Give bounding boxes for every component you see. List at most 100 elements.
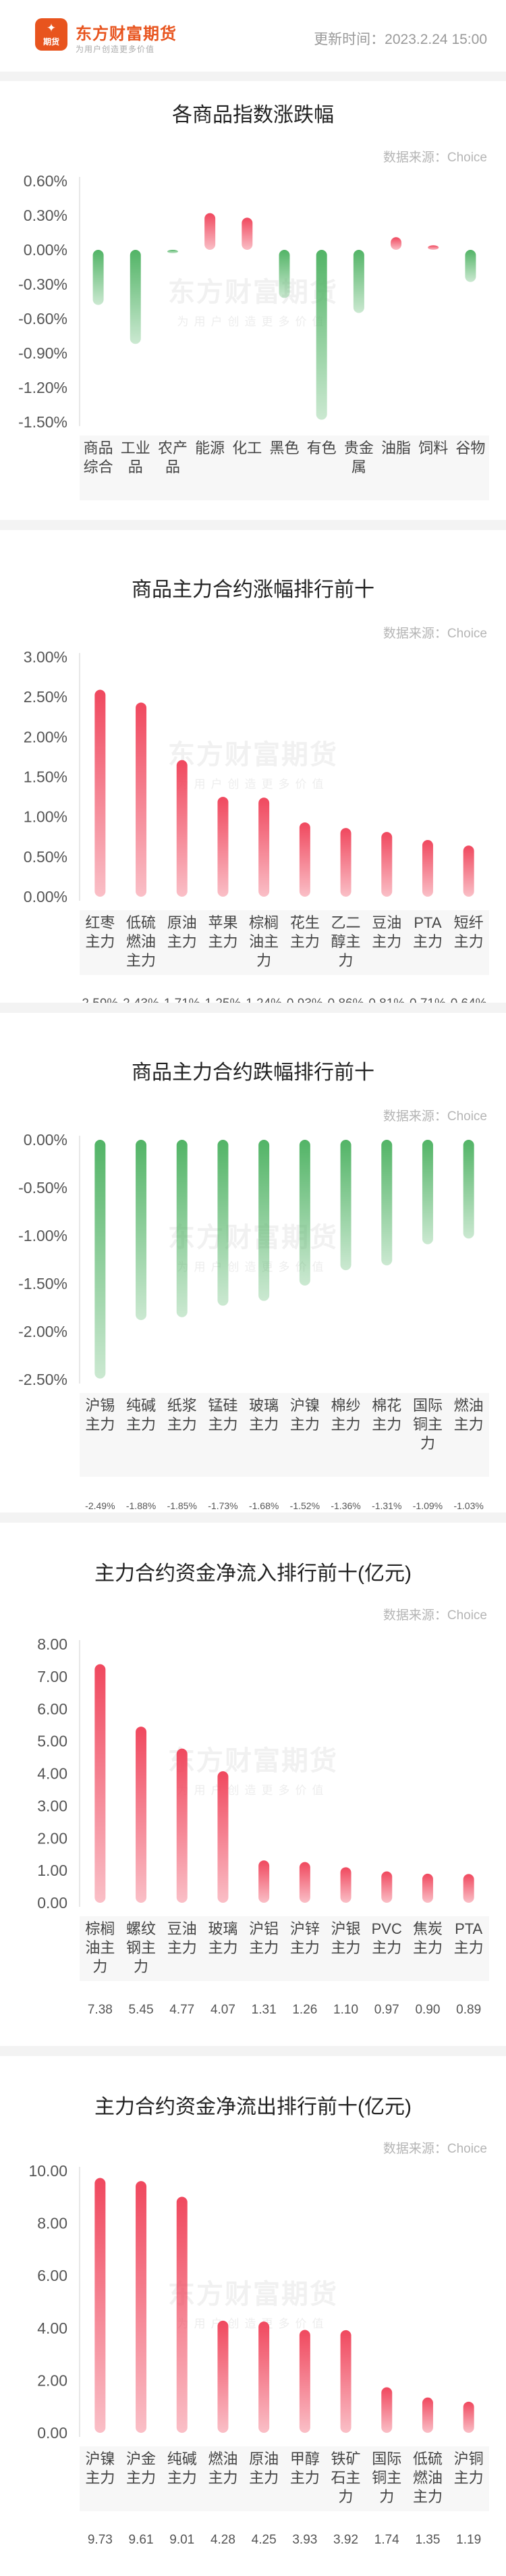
bar: [299, 1140, 310, 1286]
bar: [428, 245, 439, 250]
y-tick-label: -2.50%: [18, 1371, 67, 1388]
category-label: 沪镍主力: [290, 1397, 320, 1433]
brand-slogan: 为用户创造更多价值: [76, 45, 155, 54]
category-label: 国际铜主力: [413, 1397, 443, 1452]
value-label: 4.25: [252, 2533, 277, 2547]
chart-title: 各商品指数涨跌幅: [172, 104, 334, 126]
value-label: -1.68%: [249, 1500, 279, 1511]
value-label: -1.09%: [413, 1500, 443, 1511]
chart-title: 主力合约资金净流入排行前十(亿元): [94, 1562, 412, 1585]
logo-text: 期货: [43, 37, 59, 47]
y-tick-label: 0.00%: [24, 888, 67, 905]
bar: [167, 250, 178, 254]
y-tick-label: -0.50%: [18, 1179, 67, 1197]
value-label: 0.86%: [328, 997, 364, 1003]
category-label: 沪铝主力: [249, 1920, 279, 1956]
value-label: 1.31: [252, 2003, 277, 2017]
category-label: 工业品: [121, 440, 150, 475]
y-tick-label: 6.00: [37, 2267, 67, 2284]
category-label: 贵金属: [344, 440, 374, 475]
category-label: 锰硅主力: [208, 1397, 237, 1433]
bar: [381, 2387, 393, 2433]
category-label: PVC 主力: [372, 1920, 402, 1956]
value-label: 1.74: [374, 2533, 399, 2547]
y-tick-label: 1.50%: [24, 768, 67, 786]
bar: [381, 1140, 393, 1266]
chart-panel: 主力合约资金净流入排行前十(亿元) 数据来源：Choice 东方财富期货 为用户创造更…: [0, 1523, 506, 2046]
category-label: 棉花主力: [372, 1397, 401, 1433]
data-source: 数据来源：Choice: [383, 2142, 487, 2156]
category-label: 燃油主力: [454, 1397, 484, 1433]
category-label: 乙二醇主力: [331, 914, 361, 969]
y-tick-label: 1.00%: [24, 808, 67, 826]
category-label: 纯碱主力: [167, 2450, 197, 2486]
category-label: 沪锌主力: [290, 1920, 320, 1956]
bar: [136, 702, 147, 897]
y-tick-label: 0.30%: [24, 207, 67, 224]
value-label: 9.01: [169, 2533, 194, 2547]
value-label: -1.36%: [331, 1500, 360, 1511]
category-axis-band: [80, 1916, 489, 1981]
bar-chart: 8.00 7.00 6.00 5.00 4.00 3.00 2.00 1.00 0.00 棕榈油主…: [37, 1635, 489, 2017]
bar: [217, 2320, 229, 2433]
category-label: 农产品: [158, 440, 188, 475]
value-label: 4.07: [210, 2003, 235, 2017]
bar: [353, 250, 364, 313]
bar: [94, 2178, 106, 2433]
bar: [381, 832, 393, 897]
y-tick-label: -1.50%: [18, 1275, 67, 1292]
category-label: 玻璃主力: [249, 1397, 279, 1433]
category-label: 纯碱主力: [126, 1397, 156, 1433]
value-label: 0.81%: [368, 997, 405, 1003]
bar: [94, 1664, 106, 1903]
bar: [463, 1874, 474, 1903]
value-label: 2.43%: [123, 997, 159, 1003]
value-label: 3.92: [333, 2533, 358, 2547]
category-axis-band: [80, 2446, 489, 2511]
value-label: 0.90: [415, 2003, 440, 2017]
y-tick-label: 2.00%: [24, 728, 67, 745]
category-label: 沪锡主力: [85, 1397, 115, 1433]
category-label: 豆油主力: [167, 1920, 197, 1956]
data-source: 数据来源：Choice: [383, 1109, 487, 1124]
bar: [217, 797, 229, 897]
value-label: 4.28: [210, 2533, 235, 2547]
value-label: -1.73%: [208, 1500, 237, 1511]
bar: [204, 213, 216, 250]
bar-chart: 0.60% 0.30% 0.00% -0.30% -0.60% -0.90% -1.20% -…: [18, 172, 489, 500]
bar: [391, 237, 402, 250]
value-label: 0.64%: [451, 997, 487, 1003]
value-label: 0.93%: [287, 997, 323, 1003]
value-label: -1.85%: [167, 1500, 197, 1511]
category-label: 原油主力: [167, 914, 197, 950]
category-label: 燃油主力: [208, 2450, 237, 2486]
category-label: 焦炭主力: [413, 1920, 443, 1956]
value-label: 1.26: [292, 2003, 317, 2017]
category-label: 纸浆主力: [167, 1397, 197, 1433]
bar: [463, 845, 474, 897]
category-label: 低硫燃油主力: [126, 914, 156, 969]
y-tick-label: 1.00: [37, 1862, 67, 1879]
category-label: 沪银主力: [331, 1920, 361, 1956]
category-label: 有色: [307, 440, 337, 456]
y-tick-label: -2.00%: [18, 1323, 67, 1340]
update-time: 更新时间：2023.2.24 15:00: [314, 32, 487, 47]
y-tick-label: -1.00%: [18, 1227, 67, 1244]
y-tick-label: 2.50%: [24, 688, 67, 706]
bar: [422, 1140, 433, 1244]
chart-title: 主力合约资金净流出排行前十(亿元): [94, 2096, 412, 2118]
bar: [299, 822, 310, 897]
y-tick-label: 6.00: [37, 1700, 67, 1718]
bar-chart: 10.00 8.00 6.00 4.00 2.00 0.00 沪镍主力沪金主力纯碱主力燃油主…: [28, 2162, 489, 2547]
category-label: 沪铜主力: [454, 2450, 484, 2486]
y-tick-label: 2.00: [37, 1829, 67, 1847]
bar: [176, 1140, 188, 1317]
category-axis-band: [80, 910, 489, 975]
bar: [136, 1727, 147, 1903]
bar: [217, 1771, 229, 1903]
y-tick-label: -0.60%: [18, 310, 67, 327]
value-label: -1.31%: [372, 1500, 401, 1511]
category-label: 黑色: [269, 440, 299, 456]
bar: [340, 1140, 352, 1271]
category-label: 低硫燃油主力: [413, 2450, 443, 2505]
